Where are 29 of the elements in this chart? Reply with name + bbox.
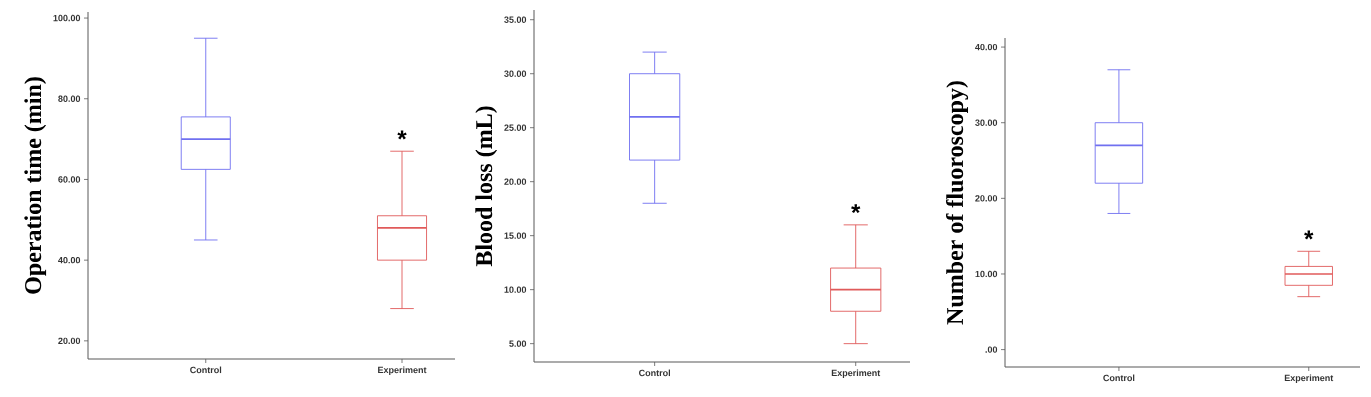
x-tick-label: Control: [639, 369, 671, 377]
y-axis-title: Blood loss (mL): [475, 106, 498, 267]
y-tick-label: 10.00: [975, 270, 998, 278]
y-tick-label: 40.00: [58, 256, 81, 264]
x-tick-label: Experiment: [378, 366, 427, 375]
y-tick-label: 35.00: [504, 16, 527, 23]
y-tick-label: 15.00: [504, 232, 527, 239]
annotation: *: [397, 130, 407, 140]
x-tick-label: Control: [1103, 374, 1135, 382]
y-tick-label: 40.00: [975, 43, 998, 51]
y-tick-label: 5.00: [509, 340, 527, 347]
y-tick-label: 25.00: [504, 124, 527, 131]
y-tick-label: .00: [985, 346, 998, 353]
y-tick-label: 20.00: [504, 178, 527, 185]
y-tick-label: 30.00: [975, 119, 998, 126]
y-tick-label: 100.00: [53, 14, 81, 22]
y-axis-title: Operation time (min): [24, 77, 47, 294]
x-tick-label: Control: [190, 366, 222, 374]
y-axis-title: Number of fluoroscopy): [946, 81, 969, 325]
y-tick-label: 10.00: [504, 286, 527, 293]
y-tick-label: 60.00: [58, 176, 81, 183]
y-tick-label: 30.00: [504, 70, 527, 77]
x-tick-label: Experiment: [1284, 374, 1334, 383]
y-tick-label: 20.00: [58, 337, 81, 345]
y-tick-label: 80.00: [58, 95, 81, 102]
y-tick-label: 20.00: [975, 195, 998, 202]
annotation: *: [1304, 230, 1314, 240]
annotation: *: [851, 204, 861, 214]
x-tick-label: Experiment: [831, 369, 881, 378]
